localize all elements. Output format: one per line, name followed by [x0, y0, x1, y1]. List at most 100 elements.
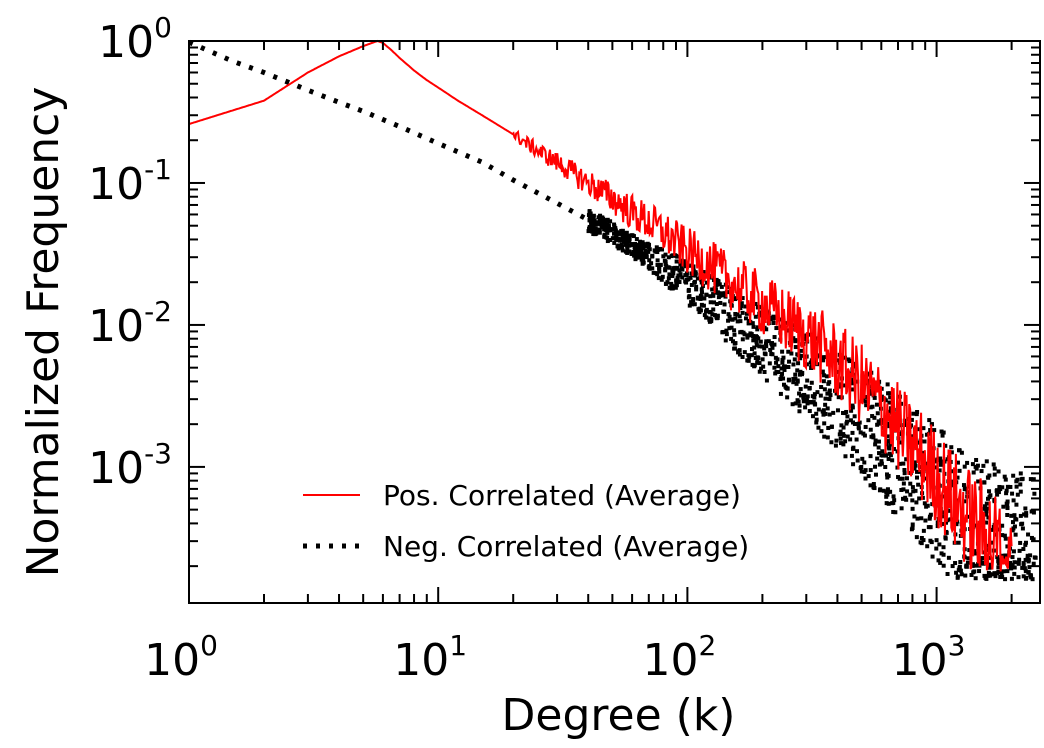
- data-point-neg: [828, 393, 833, 398]
- data-point-neg: [1001, 504, 1006, 509]
- data-point-neg: [977, 569, 982, 574]
- data-point-neg: [866, 372, 871, 377]
- data-point-neg: [684, 277, 689, 282]
- data-point-neg: [909, 417, 914, 422]
- data-point-neg: [815, 390, 820, 395]
- data-point-neg: [730, 339, 735, 344]
- data-point-neg: [612, 222, 617, 227]
- data-point-neg: [704, 292, 709, 297]
- data-point-neg: [983, 575, 988, 580]
- data-point-neg: [825, 435, 830, 440]
- data-point-neg: [744, 311, 749, 316]
- data-point-neg: [979, 469, 984, 474]
- data-point-neg: [1021, 574, 1026, 579]
- data-point-neg: [989, 572, 994, 577]
- data-point-neg: [913, 488, 918, 493]
- data-point-neg: [965, 560, 970, 565]
- data-point-neg: [605, 239, 610, 244]
- x-tick-label-base: 10: [892, 635, 948, 686]
- data-point-neg: [637, 253, 642, 258]
- data-point-neg: [854, 437, 859, 442]
- data-point-neg: [982, 504, 987, 509]
- data-point-neg: [998, 570, 1003, 575]
- data-point-neg: [810, 414, 815, 419]
- data-point-neg: [807, 385, 812, 390]
- data-point-neg: [885, 434, 890, 439]
- data-point-neg: [822, 373, 827, 378]
- data-point-neg: [757, 344, 762, 349]
- data-point-neg: [727, 314, 732, 319]
- data-point-neg: [709, 319, 714, 324]
- data-point-neg: [683, 262, 688, 267]
- data-point-neg: [836, 395, 841, 400]
- data-point-neg: [839, 441, 844, 446]
- data-point-neg: [586, 229, 591, 234]
- data-point-neg: [1002, 474, 1007, 479]
- data-point-neg: [779, 366, 784, 371]
- data-point-neg: [598, 213, 603, 218]
- data-point-neg: [954, 570, 959, 575]
- data-point-neg: [987, 489, 992, 494]
- data-point-neg: [943, 443, 948, 448]
- data-point-neg: [854, 449, 859, 454]
- data-point-neg: [941, 545, 946, 550]
- data-point-neg: [633, 257, 638, 262]
- data-point-neg: [834, 391, 839, 396]
- data-point-neg: [708, 294, 713, 299]
- data-point-neg: [856, 421, 861, 426]
- x-tick-label: 101: [393, 629, 467, 686]
- data-point-neg: [690, 302, 695, 307]
- data-point-neg: [901, 481, 906, 486]
- data-point-neg: [886, 501, 891, 506]
- data-point-neg: [708, 300, 713, 305]
- data-point-neg: [982, 506, 987, 511]
- data-point-neg: [897, 476, 902, 481]
- data-point-neg: [885, 475, 890, 480]
- data-point-neg: [970, 462, 975, 467]
- data-point-neg: [621, 239, 626, 244]
- data-point-neg: [939, 551, 944, 556]
- data-point-neg: [798, 356, 803, 361]
- data-point-neg: [902, 471, 907, 476]
- data-point-neg: [858, 466, 863, 471]
- data-point-neg: [739, 304, 744, 309]
- data-point-neg: [927, 418, 932, 423]
- data-point-neg: [691, 268, 696, 273]
- data-point-neg: [794, 381, 799, 386]
- data-point-neg: [890, 458, 895, 463]
- data-point-neg: [910, 506, 915, 511]
- y-axis-label: Normalized Frequency: [18, 87, 69, 578]
- data-point-neg: [915, 409, 920, 414]
- data-point-neg: [949, 450, 954, 455]
- data-point-neg: [1000, 485, 1005, 490]
- data-point-neg: [848, 418, 853, 423]
- data-point-neg: [799, 353, 804, 358]
- data-point-neg: [797, 403, 802, 408]
- data-point-neg: [603, 222, 608, 227]
- data-point-neg: [910, 498, 915, 503]
- data-point-neg: [996, 490, 1001, 495]
- data-point-neg: [617, 238, 622, 243]
- data-point-neg: [651, 270, 656, 275]
- data-point-neg: [1020, 526, 1025, 531]
- data-point-neg: [718, 300, 723, 305]
- data-point-neg: [732, 346, 737, 351]
- data-point-neg: [738, 319, 743, 324]
- data-point-neg: [770, 352, 775, 357]
- data-point-neg: [1028, 477, 1033, 482]
- data-point-neg: [638, 239, 643, 244]
- data-point-neg: [610, 236, 615, 241]
- data-point-neg: [957, 564, 962, 569]
- x-tick-label-exp: 2: [698, 629, 716, 662]
- data-point-neg: [654, 271, 659, 276]
- data-point-neg: [933, 465, 938, 470]
- data-point-neg: [790, 402, 795, 407]
- data-point-neg: [872, 415, 877, 420]
- data-point-neg: [808, 360, 813, 365]
- data-point-neg: [670, 274, 675, 279]
- data-point-neg: [862, 469, 867, 474]
- data-point-neg: [600, 221, 605, 226]
- data-point-neg: [678, 262, 683, 267]
- data-point-neg: [691, 297, 696, 302]
